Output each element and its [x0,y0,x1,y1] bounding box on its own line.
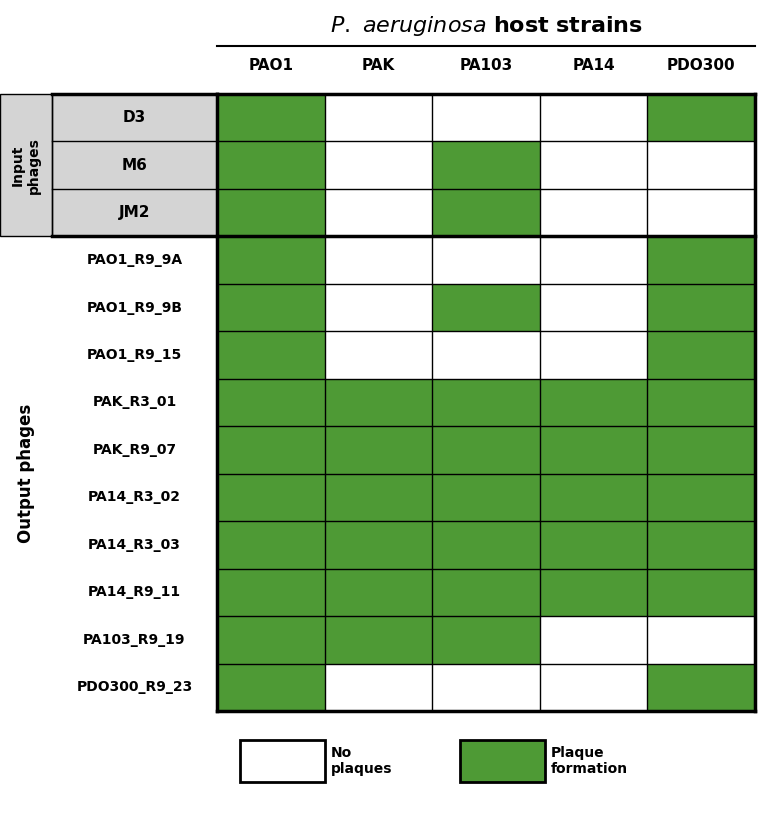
Text: Output phages: Output phages [17,404,35,543]
Bar [432,142,540,189]
Bar [647,568,755,616]
Bar [432,237,540,284]
Bar [325,94,432,142]
Text: Input
phages: Input phages [11,137,41,193]
Bar [0,94,52,237]
Bar [432,332,540,378]
Bar [540,663,647,711]
Bar [540,616,647,663]
Bar [647,663,755,711]
Text: PDO300: PDO300 [667,58,735,74]
Bar [432,378,540,426]
Bar [325,616,432,663]
Text: $\it{P.\ aeruginosa}$$\bf{\ host\ strains}$: $\it{P.\ aeruginosa}$$\bf{\ host\ strain… [330,14,642,38]
Bar [217,426,325,473]
Bar [540,237,647,284]
Bar [325,378,432,426]
Bar [217,142,325,189]
Text: PA14_R3_02: PA14_R3_02 [88,491,181,505]
Text: PAK: PAK [361,58,395,74]
Bar [325,663,432,711]
Text: PAO1_R9_15: PAO1_R9_15 [87,348,182,362]
Text: PAK_R3_01: PAK_R3_01 [92,396,177,410]
Bar [647,237,755,284]
Bar [325,284,432,332]
Bar [432,663,540,711]
Bar [540,473,647,521]
Bar [325,521,432,568]
Bar [540,189,647,237]
Bar [540,332,647,378]
Bar [217,378,325,426]
Bar [432,94,540,142]
Bar [325,568,432,616]
Text: PA14_R3_03: PA14_R3_03 [88,538,181,552]
Text: PA14: PA14 [572,58,615,74]
Bar [217,568,325,616]
Bar [647,94,755,142]
Text: PA103: PA103 [459,58,513,74]
Bar [540,284,647,332]
Bar [325,426,432,473]
Bar [217,237,325,284]
Bar [217,521,325,568]
Text: PAO1: PAO1 [248,58,293,74]
Bar [540,568,647,616]
Bar [647,284,755,332]
Bar [432,189,540,237]
Text: PDO300_R9_23: PDO300_R9_23 [76,681,192,695]
Text: No
plaques: No plaques [331,746,392,776]
Bar [540,378,647,426]
Bar [540,426,647,473]
Text: M6: M6 [122,158,148,173]
Bar [325,189,432,237]
Text: PA14_R9_11: PA14_R9_11 [88,586,181,600]
Bar [217,663,325,711]
Text: JM2: JM2 [118,205,150,220]
Bar [52,94,217,237]
Bar [647,142,755,189]
Bar [647,189,755,237]
Bar [217,616,325,663]
Bar [432,284,540,332]
Bar [217,284,325,332]
Bar [240,740,325,782]
Bar [540,94,647,142]
Bar [217,332,325,378]
Text: Plaque
formation: Plaque formation [551,746,628,776]
Text: PA103_R9_19: PA103_R9_19 [83,633,186,647]
Bar [432,473,540,521]
Bar [325,237,432,284]
Text: PAO1_R9_9B: PAO1_R9_9B [86,301,182,314]
Bar [325,332,432,378]
Bar [217,473,325,521]
Bar [432,426,540,473]
Text: PAO1_R9_9A: PAO1_R9_9A [86,253,182,267]
Bar [432,616,540,663]
Bar [647,521,755,568]
Text: D3: D3 [123,111,146,125]
Text: PAK_R9_07: PAK_R9_07 [92,443,177,457]
Bar [217,189,325,237]
Bar [540,142,647,189]
Bar [647,332,755,378]
Bar [325,142,432,189]
Bar [647,616,755,663]
Bar [540,521,647,568]
Bar [432,521,540,568]
Bar [647,378,755,426]
Bar [460,740,545,782]
Bar [325,473,432,521]
Bar [217,94,325,142]
Bar [647,426,755,473]
Bar [647,473,755,521]
Bar [432,568,540,616]
